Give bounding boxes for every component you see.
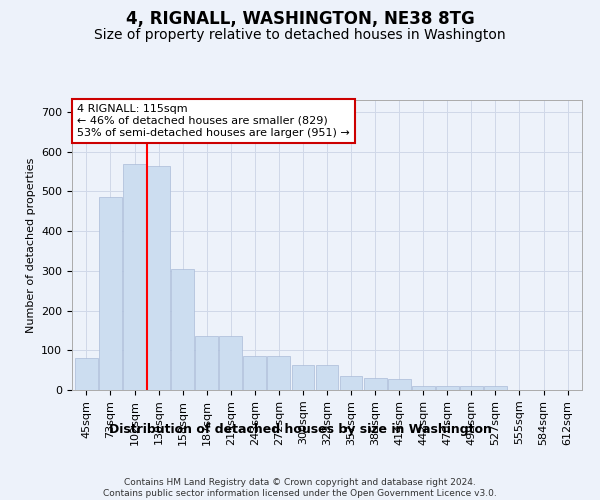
Text: Distribution of detached houses by size in Washington: Distribution of detached houses by size …: [109, 422, 491, 436]
Bar: [484, 386, 507, 390]
Text: Size of property relative to detached houses in Washington: Size of property relative to detached ho…: [94, 28, 506, 42]
Bar: [99, 198, 122, 390]
Bar: [123, 164, 146, 390]
Text: 4 RIGNALL: 115sqm
← 46% of detached houses are smaller (829)
53% of semi-detache: 4 RIGNALL: 115sqm ← 46% of detached hous…: [77, 104, 350, 138]
Bar: [364, 378, 386, 390]
Bar: [220, 336, 242, 390]
Y-axis label: Number of detached properties: Number of detached properties: [26, 158, 35, 332]
Bar: [460, 386, 483, 390]
Bar: [388, 380, 410, 390]
Bar: [171, 269, 194, 390]
Bar: [195, 336, 218, 390]
Bar: [412, 386, 434, 390]
Bar: [244, 356, 266, 390]
Bar: [75, 358, 98, 390]
Bar: [340, 376, 362, 390]
Bar: [436, 386, 459, 390]
Bar: [316, 365, 338, 390]
Text: 4, RIGNALL, WASHINGTON, NE38 8TG: 4, RIGNALL, WASHINGTON, NE38 8TG: [125, 10, 475, 28]
Bar: [147, 166, 170, 390]
Text: Contains HM Land Registry data © Crown copyright and database right 2024.
Contai: Contains HM Land Registry data © Crown c…: [103, 478, 497, 498]
Bar: [292, 365, 314, 390]
Bar: [268, 356, 290, 390]
